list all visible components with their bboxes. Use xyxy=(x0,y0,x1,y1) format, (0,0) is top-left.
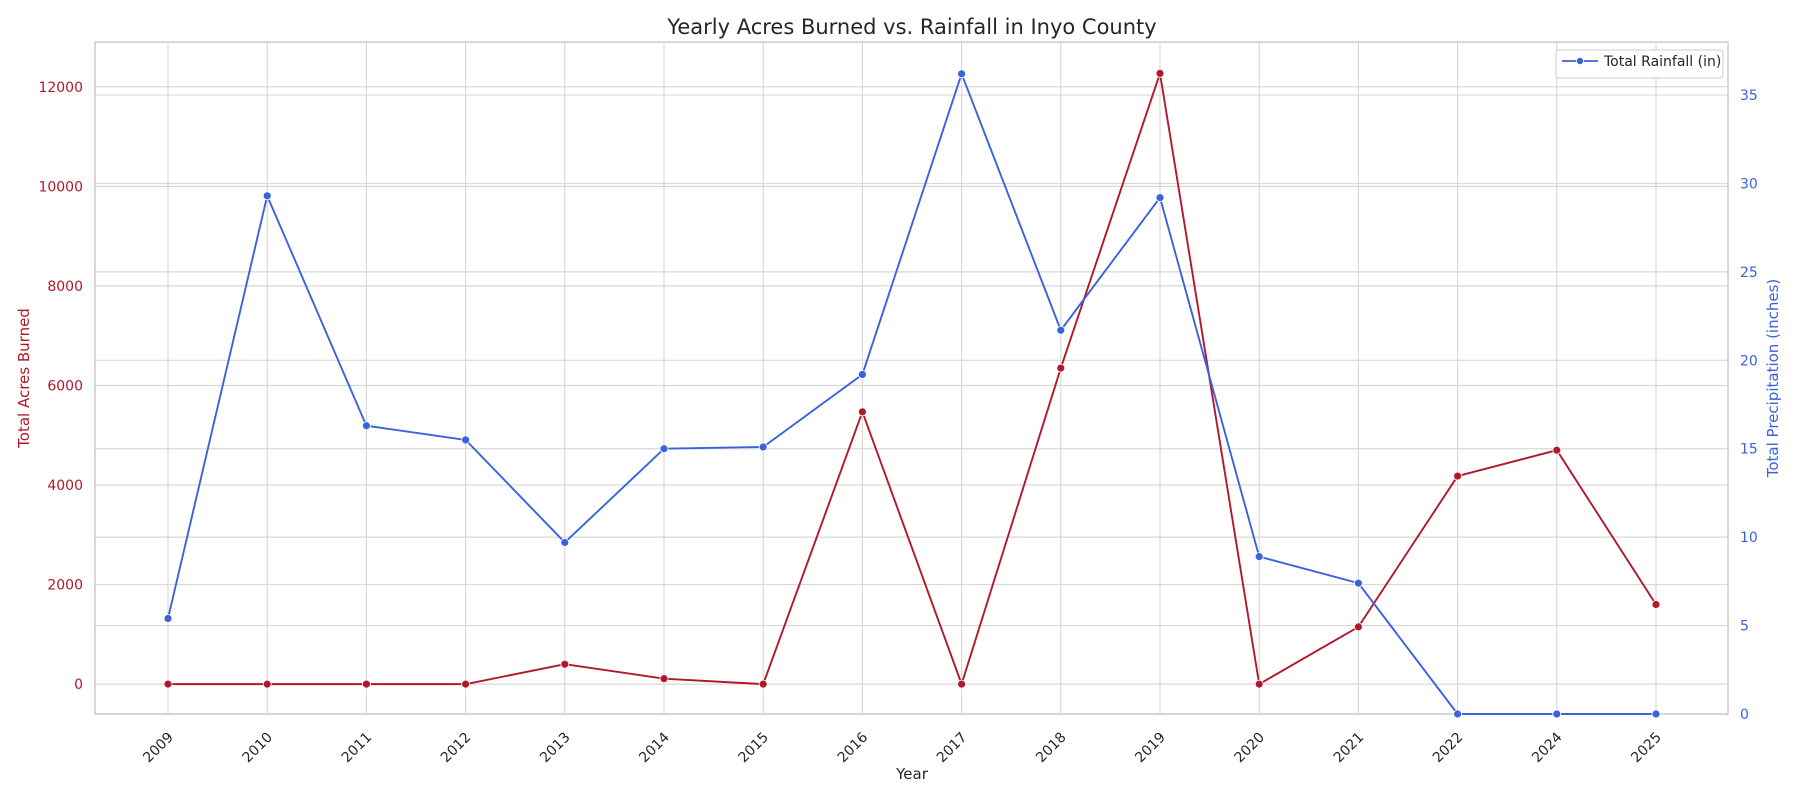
y-right-tick-label: 5 xyxy=(1740,619,1749,635)
data-point-acres-burned xyxy=(1651,600,1661,609)
y-left-axis-label: Total Acres Burned xyxy=(15,308,33,449)
series-line-acres-burned xyxy=(168,72,1657,686)
x-tick-label: 2011 xyxy=(339,730,376,767)
x-tick-label: 2020 xyxy=(1232,730,1269,767)
data-point-rainfall xyxy=(1453,709,1462,719)
data-point-rainfall xyxy=(560,538,570,547)
y-left-tick-label: 0 xyxy=(74,677,83,693)
data-point-rainfall xyxy=(262,191,272,201)
x-tick-label: 2017 xyxy=(934,730,971,767)
data-point-rainfall xyxy=(1651,709,1661,719)
legend: Total Rainfall (in) xyxy=(1555,49,1724,79)
y-right-tick-label: 0 xyxy=(1740,707,1749,723)
x-tick-label: 2024 xyxy=(1529,729,1566,766)
data-point-acres-burned xyxy=(1155,68,1165,78)
legend-entry-rainfall: Total Rainfall (in) xyxy=(1603,54,1721,70)
data-point-rainfall xyxy=(1155,193,1165,203)
data-point-rainfall xyxy=(758,442,768,452)
grid-layer xyxy=(95,42,1728,715)
y-right-tick-label: 10 xyxy=(1740,530,1758,546)
data-point-acres-burned xyxy=(659,674,669,684)
y-right-tick-label: 15 xyxy=(1740,442,1758,458)
x-tick-label: 2022 xyxy=(1430,730,1467,767)
data-point-rainfall xyxy=(659,444,669,454)
x-tick-label: 2016 xyxy=(835,729,872,766)
x-tick-label: 2018 xyxy=(1033,730,1070,767)
y-right-tick-label: 30 xyxy=(1740,176,1758,192)
data-point-acres-burned xyxy=(1254,679,1264,689)
x-tick-label: 2010 xyxy=(240,730,277,767)
data-point-acres-burned xyxy=(163,679,173,689)
data-point-acres-burned xyxy=(957,679,966,689)
y-right-tick-label: 35 xyxy=(1740,88,1758,104)
data-point-acres-burned xyxy=(858,407,867,417)
data-point-rainfall xyxy=(1354,578,1363,588)
y-left-tick-label: 8000 xyxy=(47,279,83,295)
data-point-acres-burned xyxy=(461,679,471,689)
y-right-tick-label: 20 xyxy=(1740,353,1758,369)
data-point-rainfall xyxy=(858,370,867,379)
y-left-tick-label: 12000 xyxy=(38,80,83,96)
data-point-rainfall xyxy=(361,421,371,431)
data-point-rainfall xyxy=(163,614,173,623)
legend-box xyxy=(1555,49,1724,79)
data-point-acres-burned xyxy=(1056,363,1066,373)
y-left-tick-label: 2000 xyxy=(47,578,83,594)
data-point-acres-burned xyxy=(1552,445,1562,455)
x-tick-label: 2021 xyxy=(1331,730,1368,767)
y-left-tick-label: 4000 xyxy=(47,478,83,494)
x-axis-label: Year xyxy=(895,765,929,783)
data-point-rainfall xyxy=(461,435,471,445)
x-tick-label: 2013 xyxy=(537,730,574,767)
y-right-tick-label: 25 xyxy=(1740,265,1758,281)
data-point-acres-burned xyxy=(361,679,371,689)
data-point-acres-burned xyxy=(560,659,570,669)
data-point-acres-burned xyxy=(1453,471,1462,481)
x-tick-label: 2025 xyxy=(1628,730,1665,767)
x-tick-label: 2014 xyxy=(636,729,673,766)
y-left-tick-label: 6000 xyxy=(47,378,83,394)
data-point-rainfall xyxy=(1056,325,1066,335)
x-tick-label: 2019 xyxy=(1132,730,1169,767)
x-tick-label: 2012 xyxy=(438,730,475,767)
series-line-rainfall xyxy=(167,72,1656,715)
data-point-rainfall xyxy=(1254,552,1264,562)
chart-title: Yearly Acres Burned vs. Rainfall in Inyo… xyxy=(666,15,1156,39)
y-left-tick-label: 10000 xyxy=(38,179,83,195)
x-tick-label: 2015 xyxy=(736,730,773,767)
x-tick-label: 2009 xyxy=(140,730,177,767)
data-point-acres-burned xyxy=(1354,622,1363,632)
plot-frame xyxy=(94,41,1729,715)
data-point-acres-burned xyxy=(758,679,768,689)
y-right-axis-label: Total Precipitation (inches) xyxy=(1764,279,1782,479)
tick-layer: 2009 2010 2011 2012 2013 2014 2015 2016 2017 2018… xyxy=(38,80,1757,766)
data-point-acres-burned xyxy=(262,679,272,689)
data-point-rainfall xyxy=(957,69,966,79)
series-layer xyxy=(163,68,1661,719)
legend-marker-rainfall xyxy=(1576,57,1585,66)
data-point-rainfall xyxy=(1552,709,1562,719)
